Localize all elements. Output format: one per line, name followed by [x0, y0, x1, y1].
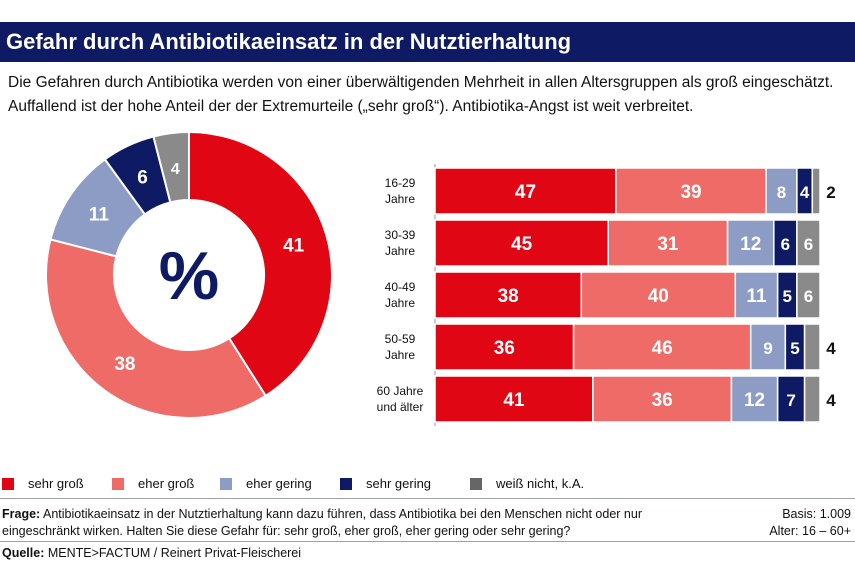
legend-item-sehr-gering: sehr gering	[340, 476, 431, 492]
bar-value-label: 9	[763, 339, 772, 358]
bar-value-label: 4	[826, 391, 836, 410]
footer-divider	[0, 498, 855, 499]
legend-label: eher groß	[138, 476, 195, 491]
bar-segment-3	[749, 323, 787, 371]
bar-segment-3	[730, 375, 779, 423]
legend-label: weiß nicht, k.A.	[496, 476, 585, 491]
legend-label: sehr groß	[28, 476, 84, 491]
bar-segment-3	[734, 271, 779, 319]
bar-value-label: 40	[648, 286, 669, 307]
bar-value-label: 11	[746, 286, 767, 307]
bar-value-label: 6	[781, 235, 790, 254]
bar-value-label: 47	[515, 182, 536, 203]
bar-category-label: Jahre	[385, 296, 415, 310]
bar-segment-5	[803, 323, 821, 371]
bar-segment-2	[615, 167, 767, 215]
bar-segment-5	[811, 167, 821, 215]
legend-item-weiss-nicht: weiß nicht, k.A.	[470, 476, 584, 492]
bar-value-label: 7	[786, 391, 795, 410]
bar-value-label: 12	[744, 390, 765, 411]
question-label: Frage:	[2, 507, 41, 521]
bar-category-label: Jahre	[385, 192, 415, 206]
donut-center-label: %	[159, 238, 219, 314]
age-range-text: Alter: 16 – 60+	[769, 524, 851, 538]
bar-value-label: 2	[826, 183, 835, 202]
bar-category-label: 16-29	[385, 176, 416, 190]
legend-item-eher-gross: eher groß	[112, 476, 194, 492]
donut-slice-2	[45, 238, 268, 419]
bar-category-label: 60 Jahre	[377, 384, 424, 398]
bar-segment-3	[765, 167, 798, 215]
bar-value-label: 4	[800, 183, 810, 202]
bar-category-label: Jahre	[385, 348, 415, 362]
legend-swatch	[2, 478, 14, 490]
donut-slice-1	[188, 130, 333, 398]
source-label: Quelle:	[2, 546, 45, 560]
basis-text: Basis: 1.009	[782, 507, 851, 521]
bar-category-label: Jahre	[385, 244, 415, 258]
page-title: Gefahr durch Antibiotikaeinsatz in der N…	[0, 22, 855, 62]
legend-swatch	[470, 478, 482, 490]
page-subtitle: Die Gefahren durch Antibiotika werden vo…	[8, 74, 834, 115]
legend: sehr groß eher groß eher gering sehr ger…	[0, 476, 855, 494]
bar-value-label: 36	[652, 390, 673, 411]
bar-value-label: 41	[503, 390, 525, 411]
sample-info: Basis: 1.009 Alter: 16 – 60+	[769, 506, 851, 540]
bar-value-label: 4	[826, 339, 836, 358]
bar-segment-5	[796, 271, 821, 319]
donut-slice-label: 38	[114, 354, 135, 375]
question-text: Antibiotikaeinsatz in der Nutztierhaltun…	[2, 507, 642, 538]
bar-category-label: und älter	[377, 400, 424, 414]
bar-segment-5	[803, 375, 821, 423]
bar-category-label: 50-59	[385, 332, 416, 346]
bar-segment-2	[607, 219, 729, 267]
bar-segment-4	[776, 375, 806, 423]
bar-segment-5	[796, 219, 821, 267]
legend-item-sehr-gross: sehr groß	[2, 476, 84, 492]
bar-category-label: 30-39	[385, 228, 416, 242]
source-divider	[0, 541, 855, 542]
bar-value-label: 6	[804, 287, 813, 306]
bar-value-label: 36	[494, 338, 515, 359]
bar-value-label: 12	[740, 234, 761, 255]
donut-slice-label: 11	[89, 205, 110, 226]
bar-value-label: 38	[498, 286, 519, 307]
legend-item-eher-gering: eher gering	[220, 476, 312, 492]
source-text: MENTE>FACTUM / Reinert Privat-Fleischere…	[47, 546, 302, 560]
legend-swatch	[112, 478, 124, 490]
donut-slice-5	[152, 130, 190, 204]
bar-value-label: 39	[680, 182, 701, 203]
legend-label: eher gering	[246, 476, 312, 491]
bar-value-label: 6	[804, 235, 813, 254]
bar-value-label: 8	[777, 183, 786, 202]
legend-label: sehr gering	[366, 476, 432, 491]
donut-slice-label: 4	[171, 161, 180, 178]
bar-value-label: 5	[783, 287, 792, 306]
bar-segment-2	[592, 375, 733, 423]
donut-slice-label: 6	[137, 167, 148, 188]
bar-value-label: 46	[652, 338, 673, 359]
legend-swatch	[220, 478, 232, 490]
bar-category-label: 40-49	[385, 280, 416, 294]
bar-segment-2	[572, 323, 752, 371]
donut-slice-label: 41	[283, 236, 305, 257]
question-note: Frage: Antibiotikaeinsatz in der Nutztie…	[2, 506, 702, 540]
bar-segment-2	[580, 271, 737, 319]
bar-value-label: 5	[790, 339, 799, 358]
bar-value-label: 31	[657, 234, 679, 255]
bar-value-label: 45	[511, 234, 533, 255]
legend-swatch	[340, 478, 352, 490]
bar-segment-1	[434, 375, 594, 423]
bar-segment-1	[434, 271, 583, 319]
source-note: Quelle: MENTE>FACTUM / Reinert Privat-Fl…	[2, 545, 301, 562]
